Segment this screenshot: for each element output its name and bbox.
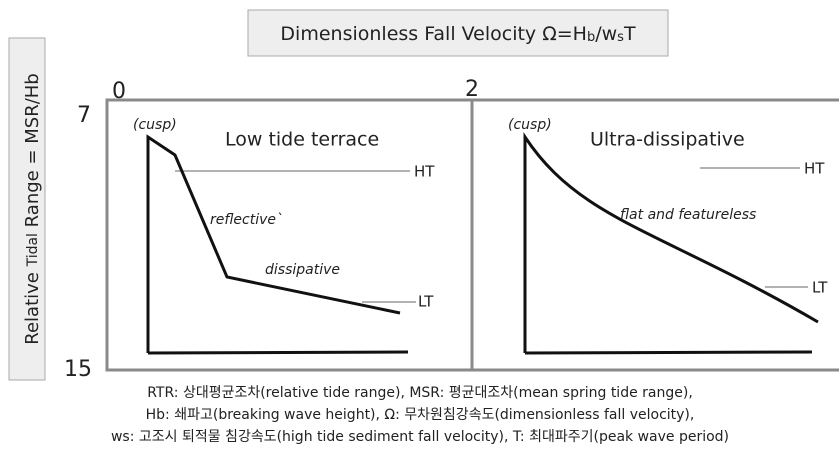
ht-label: HT bbox=[414, 163, 435, 181]
note: reflective` bbox=[210, 212, 283, 228]
title-part: Dimensionless Fall Velocity Ω=H bbox=[280, 23, 587, 45]
title-box bbox=[247, 9, 669, 57]
lt-label: LT bbox=[812, 279, 828, 297]
axis-label: 15 bbox=[64, 357, 92, 382]
y-label: Relative Tidal Range = MSR/Hb bbox=[22, 73, 43, 344]
title-part: T bbox=[623, 23, 636, 45]
axis-label: 7 bbox=[77, 103, 91, 128]
y-label-part: Tidal bbox=[25, 233, 41, 267]
profile bbox=[523, 132, 819, 353]
panel-frame bbox=[472, 98, 839, 372]
panel-title: Low tide terrace bbox=[225, 129, 379, 151]
y-label-box bbox=[8, 37, 46, 381]
lt-label: LT bbox=[418, 293, 434, 311]
axis-label: 0 bbox=[112, 79, 126, 104]
profile bbox=[146, 134, 401, 353]
caption-line: ws: 고조시 퇴적물 침강속도(high tide sediment fall… bbox=[111, 429, 729, 445]
caption-line: Hb: 쇄파고(breaking wave height), Ω: 무차원침강속… bbox=[146, 407, 695, 423]
title-part: b bbox=[587, 30, 595, 45]
baseline bbox=[147, 350, 409, 355]
y-label-part: Range = MSR/Hb bbox=[22, 73, 43, 233]
panel-title: Ultra-dissipative bbox=[590, 129, 745, 151]
title-part: s bbox=[617, 30, 624, 45]
y-label-part: Relative bbox=[22, 266, 43, 344]
title: Dimensionless Fall Velocity Ω=Hb/wsT bbox=[280, 23, 636, 45]
caption-line: RTR: 상대평균조차(relative tide range), MSR: 평… bbox=[147, 385, 693, 401]
note: flat and featureless bbox=[620, 207, 756, 223]
title-part: /w bbox=[595, 23, 617, 45]
panel-frame bbox=[105, 98, 474, 372]
cusp-label: (cusp) bbox=[133, 117, 177, 133]
note: dissipative bbox=[265, 262, 340, 278]
axis-label: 2 bbox=[465, 77, 479, 102]
ht-label: HT bbox=[804, 160, 825, 178]
cusp-label: (cusp) bbox=[508, 117, 552, 133]
baseline bbox=[524, 350, 813, 355]
